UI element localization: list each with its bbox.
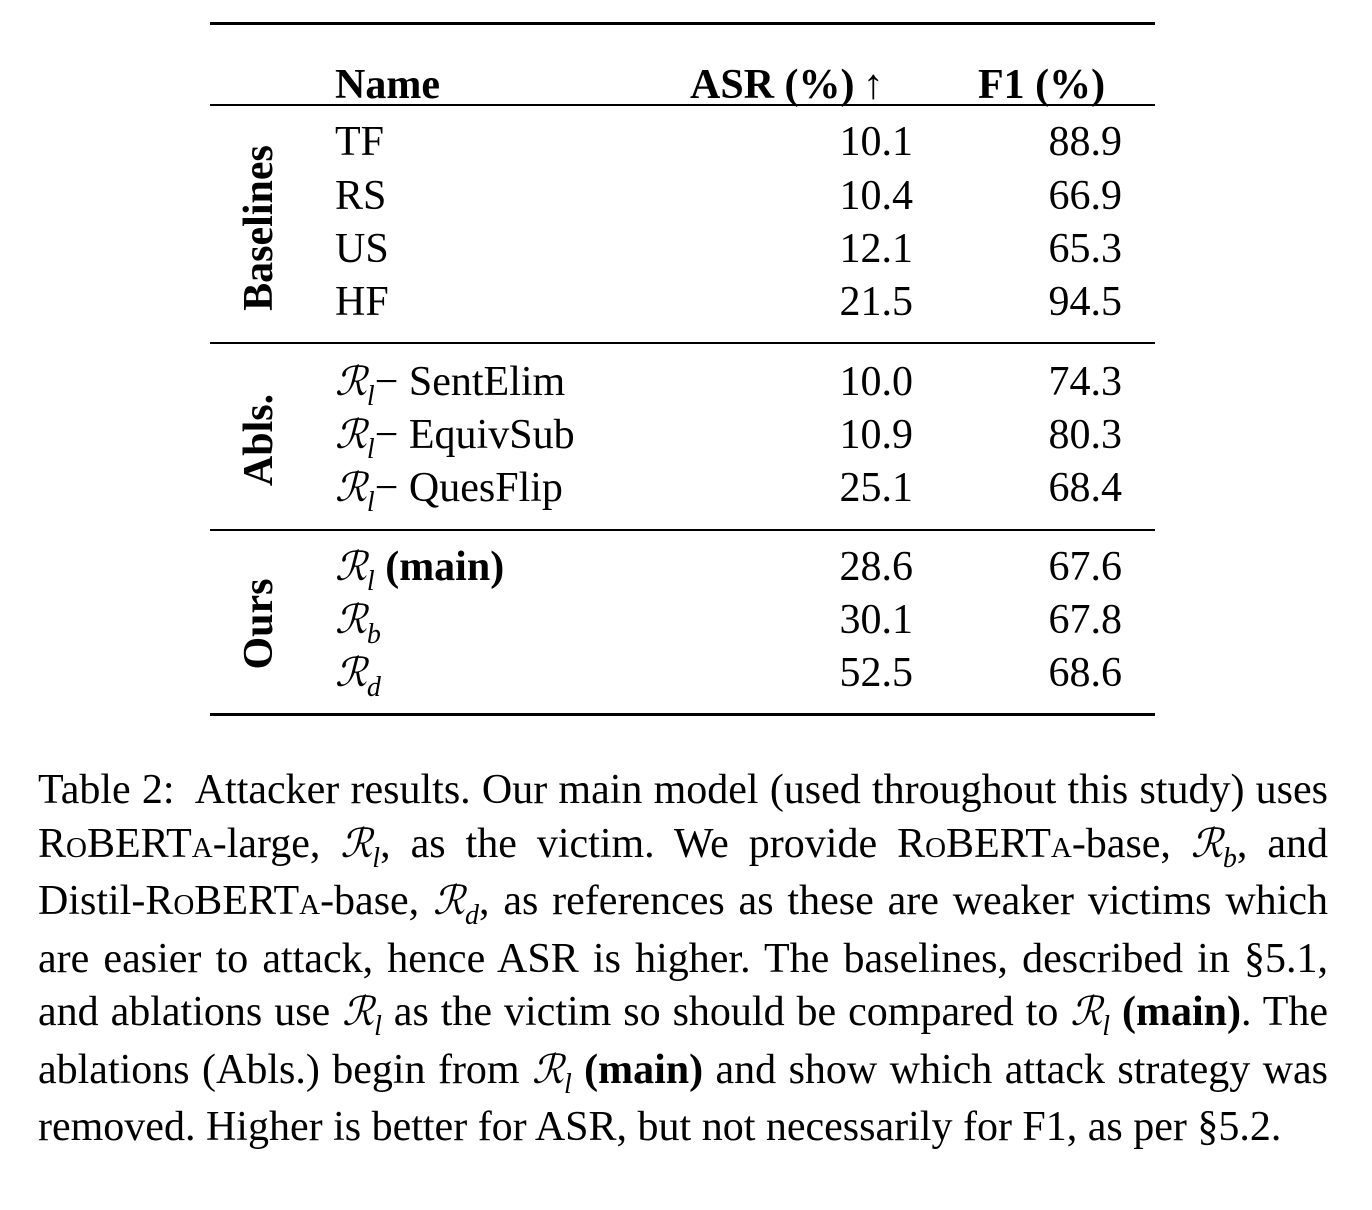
row-asr: 25.1 [839,465,914,511]
bottom-rule [210,713,1155,716]
r-symbol: ℛ [335,412,367,458]
r-symbol: ℛ [335,359,367,405]
row-f1: 80.3 [1048,412,1123,458]
r-symbol: ℛ [335,465,367,511]
caption-label: Table 2: [38,767,175,813]
group-label-baselines: Baselines [236,145,282,311]
row-name: HF [335,279,389,325]
row-asr: 10.9 [839,412,914,458]
row-asr: 21.5 [839,279,914,325]
row-name: ℛb [335,597,381,650]
row-f1: 67.8 [1048,597,1123,643]
r-symbol: ℛ [335,597,367,643]
row-name: RS [335,173,387,219]
row-f1: 74.3 [1048,359,1123,405]
row-asr: 12.1 [839,226,914,272]
row-asr: 10.1 [839,119,914,165]
row-f1: 66.9 [1048,173,1123,219]
group-label-ours: Ours [236,578,282,670]
row-name: ℛl− QuesFlip [335,465,563,518]
row-asr: 10.4 [839,173,914,219]
row-name: ℛl (main) [335,544,505,597]
row-f1: 88.9 [1048,119,1123,165]
header-f1: F1 (%) [978,62,1106,108]
group-label-ablations: Abls. [236,393,282,487]
row-f1: 68.6 [1048,650,1123,696]
table-caption: Table 2: Attacker results. Our main mode… [38,767,1329,1150]
row-asr: 28.6 [839,544,914,590]
top-rule [210,22,1155,25]
row-f1: 65.3 [1048,226,1123,272]
group-rule [210,342,1155,344]
row-f1: 67.6 [1048,544,1123,590]
row-asr: 10.0 [839,359,914,405]
r-symbol: ℛ [335,544,367,590]
row-asr: 52.5 [839,650,914,696]
row-asr: 30.1 [839,597,914,643]
row-name: ℛl− EquivSub [335,412,575,465]
row-name: ℛl− SentElim [335,359,566,412]
header-name: Name [335,62,440,108]
row-f1: 94.5 [1048,279,1123,325]
row-f1: 68.4 [1048,465,1123,511]
row-name: US [335,226,389,272]
header-asr: ASR (%) ↑ [690,62,884,108]
group-rule [210,529,1155,531]
row-name: ℛd [335,650,381,703]
row-name: TF [335,119,385,165]
r-symbol: ℛ [335,650,367,696]
header-rule [210,104,1155,106]
